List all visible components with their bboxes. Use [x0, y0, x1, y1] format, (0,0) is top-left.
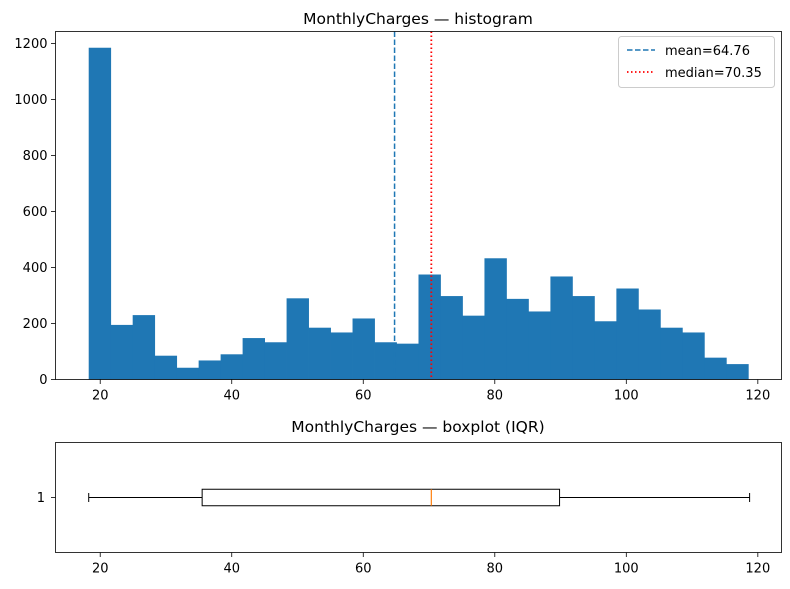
histogram-bar	[110, 324, 134, 380]
histogram-bar	[594, 321, 617, 380]
legend-mean-label: mean=64.76	[665, 44, 750, 59]
x-tick-label: 20	[92, 389, 109, 404]
histogram-bar	[220, 354, 244, 380]
histogram-bar	[418, 274, 441, 380]
histogram-title: MonthlyCharges — histogram	[303, 10, 533, 28]
histogram-bar	[528, 311, 551, 380]
histogram-bar	[286, 298, 309, 380]
histogram-reference-lines	[393, 31, 433, 380]
histogram-bar	[154, 355, 178, 380]
histogram-bar	[396, 343, 419, 380]
legend: mean=64.76 median=70.35	[618, 36, 775, 88]
histogram-bar	[616, 288, 639, 380]
histogram-bar	[550, 276, 573, 380]
histogram-x-axis: 20 40 60 80 100 120	[92, 379, 770, 404]
histogram-bar	[638, 309, 661, 380]
x-tick-label: 80	[487, 389, 504, 404]
x-tick-label: 40	[223, 562, 240, 577]
y-tick-label: 1200	[14, 37, 47, 52]
y-tick-label: 200	[23, 317, 48, 332]
x-tick-label: 120	[745, 389, 770, 404]
histogram-bar	[88, 47, 112, 380]
x-tick-label: 40	[223, 389, 240, 404]
y-tick-label: 400	[23, 261, 48, 276]
histogram-bar	[440, 296, 463, 380]
x-tick-label: 60	[355, 389, 372, 404]
histogram-bar	[462, 315, 485, 380]
boxplot-title: MonthlyCharges — boxplot (IQR)	[291, 418, 544, 436]
histogram-bar	[506, 298, 529, 380]
boxplot-x-axis: 20 40 60 80 100 120	[92, 552, 770, 577]
x-tick-label: 20	[92, 562, 109, 577]
y-tick-label: 0	[39, 373, 47, 388]
boxplot-plot-frame	[55, 442, 782, 553]
histogram-bar	[176, 367, 200, 380]
y-tick-label: 600	[23, 205, 48, 220]
histogram-plot-frame	[55, 31, 782, 380]
histogram-bar	[374, 342, 397, 380]
histogram-bar	[264, 342, 287, 380]
histogram-bar	[308, 327, 331, 380]
x-tick-label: 100	[614, 389, 639, 404]
legend-box	[618, 36, 775, 88]
histogram-bar	[198, 360, 222, 380]
histogram-bar	[572, 296, 595, 380]
histogram-bar	[682, 332, 705, 380]
x-tick-label: 60	[355, 562, 372, 577]
histogram-bar	[660, 327, 683, 380]
x-tick-label: 80	[487, 562, 504, 577]
histogram-bar	[132, 315, 156, 380]
x-tick-label: 120	[745, 562, 770, 577]
histogram-bar	[352, 318, 375, 380]
histogram-bar	[484, 258, 507, 380]
y-tick-label: 800	[23, 149, 48, 164]
boxplot-y-tick-label: 1	[37, 491, 45, 506]
histogram-y-axis: 0 200 400 600 800 1000 1200	[14, 37, 56, 388]
y-tick-label: 1000	[14, 93, 47, 108]
boxplot-box	[201, 488, 561, 507]
boxplot-y-axis: 1	[37, 491, 56, 506]
boxplot-elements	[88, 488, 751, 507]
histogram-bar	[242, 338, 265, 380]
boxplot-panel: MonthlyCharges — boxplot (IQR) 20 40 60 80 1…	[37, 418, 782, 577]
histogram-bar	[726, 364, 749, 380]
legend-median-label: median=70.35	[665, 66, 762, 81]
histogram-panel: MonthlyCharges — histogram 20 40 60 80 100 12…	[14, 10, 782, 404]
histogram-bar	[330, 332, 353, 380]
x-tick-label: 100	[614, 562, 639, 577]
histogram-bars	[88, 47, 749, 380]
histogram-bar	[704, 357, 727, 380]
